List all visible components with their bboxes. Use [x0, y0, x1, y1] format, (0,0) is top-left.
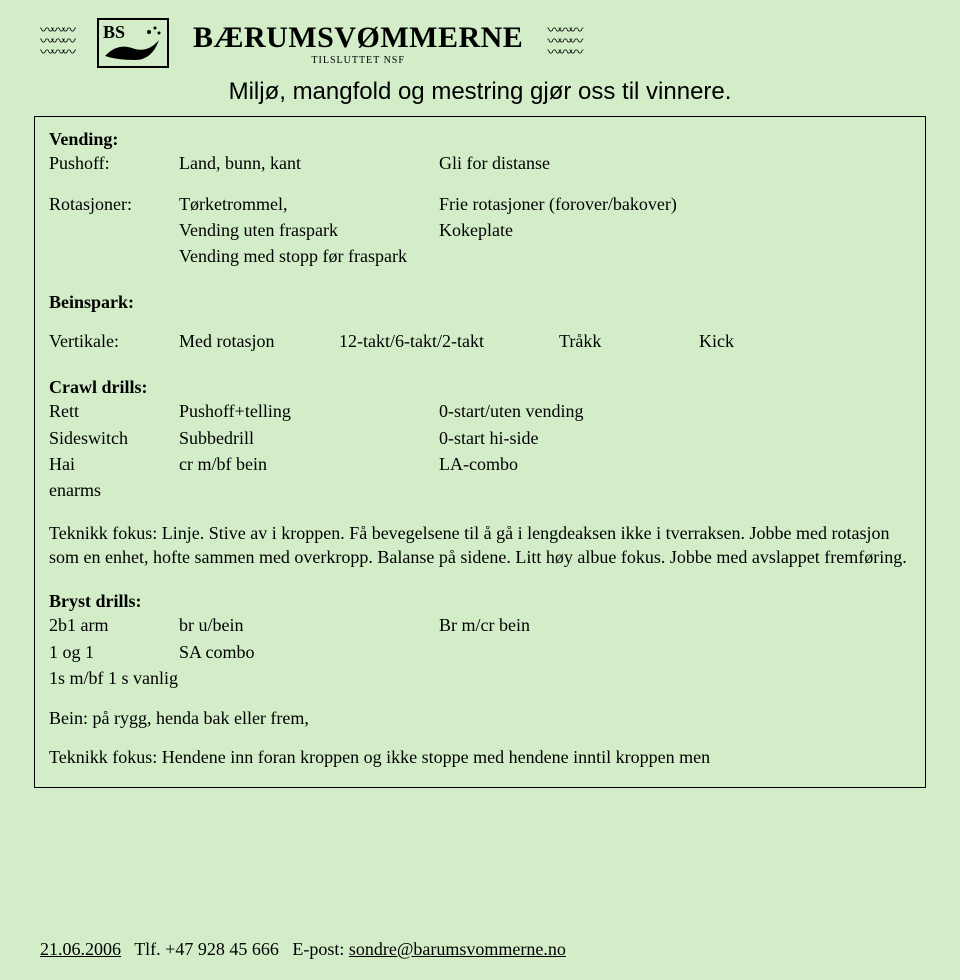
bryst-r3a: 1s m/bf 1 s vanlig — [49, 666, 178, 690]
crawl-r2c: 0-start hi-side — [439, 426, 911, 450]
bryst-r1a: 2b1 arm — [49, 613, 179, 637]
bryst-row-2: 1 og 1 SA combo — [49, 640, 911, 664]
rot-a2: Frie rotasjoner (forover/bakover) — [439, 192, 911, 216]
club-affiliation: TILSLUTTET NSF — [311, 55, 405, 66]
section-bryst-title: Bryst drills: — [49, 589, 911, 613]
crawl-r4a: enarms — [49, 478, 179, 502]
rot-b1: Vending uten fraspark — [179, 218, 439, 242]
section-vending-title: Vending: — [49, 127, 911, 151]
footer-date: 21.06.2006 — [40, 939, 121, 959]
crawl-row-3: Hai cr m/bf bein LA-combo — [49, 452, 911, 476]
pushoff-val2: Gli for distanse — [439, 151, 911, 175]
pushoff-val1: Land, bunn, kant — [179, 151, 439, 175]
vert-3: Tråkk — [559, 329, 699, 353]
rotasjoner-row-3: Vending med stopp før fraspark — [49, 244, 911, 268]
club-logo-icon: BS — [97, 18, 169, 68]
bryst-row-1: 2b1 arm br u/bein Br m/cr bein — [49, 613, 911, 637]
crawl-r2a: Sideswitch — [49, 426, 179, 450]
crawl-r3a: Hai — [49, 452, 179, 476]
crawl-row-1: Rett Pushoff+telling 0-start/uten vendin… — [49, 399, 911, 423]
bryst-r1c: Br m/cr bein — [439, 613, 911, 637]
club-title-block: BÆRUMSVØMMERNE TILSLUTTET NSF — [193, 21, 523, 66]
waves-icon-left: 〰〰〰 〰〰〰 〰〰〰 — [40, 28, 73, 58]
page-header: 〰〰〰 〰〰〰 〰〰〰 BS BÆRUMSVØMMERNE TILSLUTTET… — [0, 0, 960, 72]
crawl-r3b: cr m/bf bein — [179, 452, 439, 476]
footer-tlf: Tlf. +47 928 45 666 — [134, 939, 279, 959]
crawl-r1c: 0-start/uten vending — [439, 399, 911, 423]
crawl-r1b: Pushoff+telling — [179, 399, 439, 423]
section-beinspark-title: Beinspark: — [49, 290, 911, 314]
rot-c1: Vending med stopp før fraspark — [179, 244, 911, 268]
waves-icon-right: 〰〰〰 〰〰〰 〰〰〰 — [547, 28, 580, 58]
club-name: BÆRUMSVØMMERNE — [193, 21, 523, 55]
vertikale-row: Vertikale: Med rotasjon 12-takt/6-takt/2… — [49, 329, 911, 353]
bryst-focus-text: Teknikk fokus: Hendene inn foran kroppen… — [49, 745, 911, 769]
vertikale-label: Vertikale: — [49, 329, 179, 353]
vert-2: 12-takt/6-takt/2-takt — [339, 329, 559, 353]
page-footer: 21.06.2006 Tlf. +47 928 45 666 E-post: s… — [40, 939, 566, 960]
content-box: Vending: Pushoff: Land, bunn, kant Gli f… — [34, 116, 926, 788]
bryst-row-3: 1s m/bf 1 s vanlig — [49, 666, 911, 690]
bryst-r2a: 1 og 1 — [49, 640, 179, 664]
pushoff-row: Pushoff: Land, bunn, kant Gli for distan… — [49, 151, 911, 175]
crawl-r2b: Subbedrill — [179, 426, 439, 450]
vert-4: Kick — [699, 329, 799, 353]
footer-epost-label: E-post: — [292, 939, 349, 959]
rotasjoner-row-1: Rotasjoner: Tørketrommel, Frie rotasjone… — [49, 192, 911, 216]
tagline: Miljø, mangfold og mestring gjør oss til… — [0, 78, 960, 106]
pushoff-label: Pushoff: — [49, 151, 179, 175]
rot-b2: Kokeplate — [439, 218, 911, 242]
vert-1: Med rotasjon — [179, 329, 339, 353]
crawl-focus-text: Teknikk fokus: Linje. Stive av i kroppen… — [49, 521, 911, 570]
rotasjoner-label: Rotasjoner: — [49, 192, 179, 216]
bryst-bein-text: Bein: på rygg, henda bak eller frem, — [49, 706, 911, 730]
footer-email: sondre@barumsvommerne.no — [349, 939, 566, 959]
section-crawl-title: Crawl drills: — [49, 375, 911, 399]
crawl-row-4: enarms — [49, 478, 911, 502]
crawl-r1a: Rett — [49, 399, 179, 423]
crawl-r3c: LA-combo — [439, 452, 911, 476]
rotasjoner-row-2: Vending uten fraspark Kokeplate — [49, 218, 911, 242]
rot-a1: Tørketrommel, — [179, 192, 439, 216]
crawl-row-2: Sideswitch Subbedrill 0-start hi-side — [49, 426, 911, 450]
svg-text:BS: BS — [103, 22, 125, 42]
bryst-r1b: br u/bein — [179, 613, 439, 637]
bryst-r2b: SA combo — [179, 640, 439, 664]
